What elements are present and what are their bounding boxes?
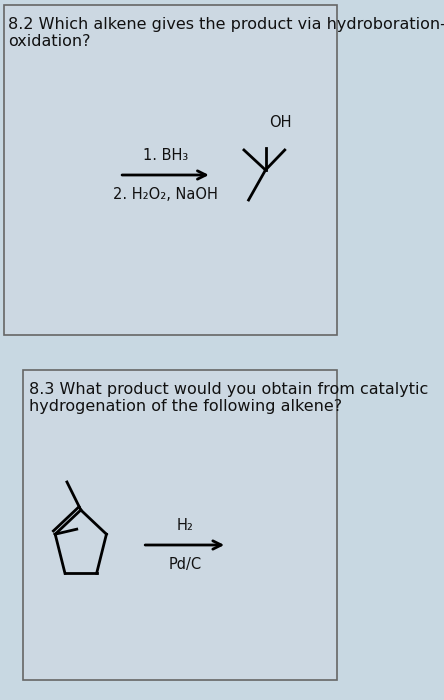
Text: OH: OH (270, 115, 292, 130)
Text: 1. BH₃: 1. BH₃ (143, 148, 188, 163)
Text: 8.2 Which alkene gives the product via hydroboration-
oxidation?: 8.2 Which alkene gives the product via h… (8, 17, 444, 50)
FancyBboxPatch shape (4, 5, 337, 335)
Text: H₂: H₂ (176, 518, 193, 533)
Text: Pd/C: Pd/C (168, 557, 201, 572)
Text: 8.3 What product would you obtain from catalytic
hydrogenation of the following : 8.3 What product would you obtain from c… (29, 382, 428, 414)
Text: 2. H₂O₂, NaOH: 2. H₂O₂, NaOH (113, 187, 218, 202)
FancyBboxPatch shape (23, 370, 337, 680)
